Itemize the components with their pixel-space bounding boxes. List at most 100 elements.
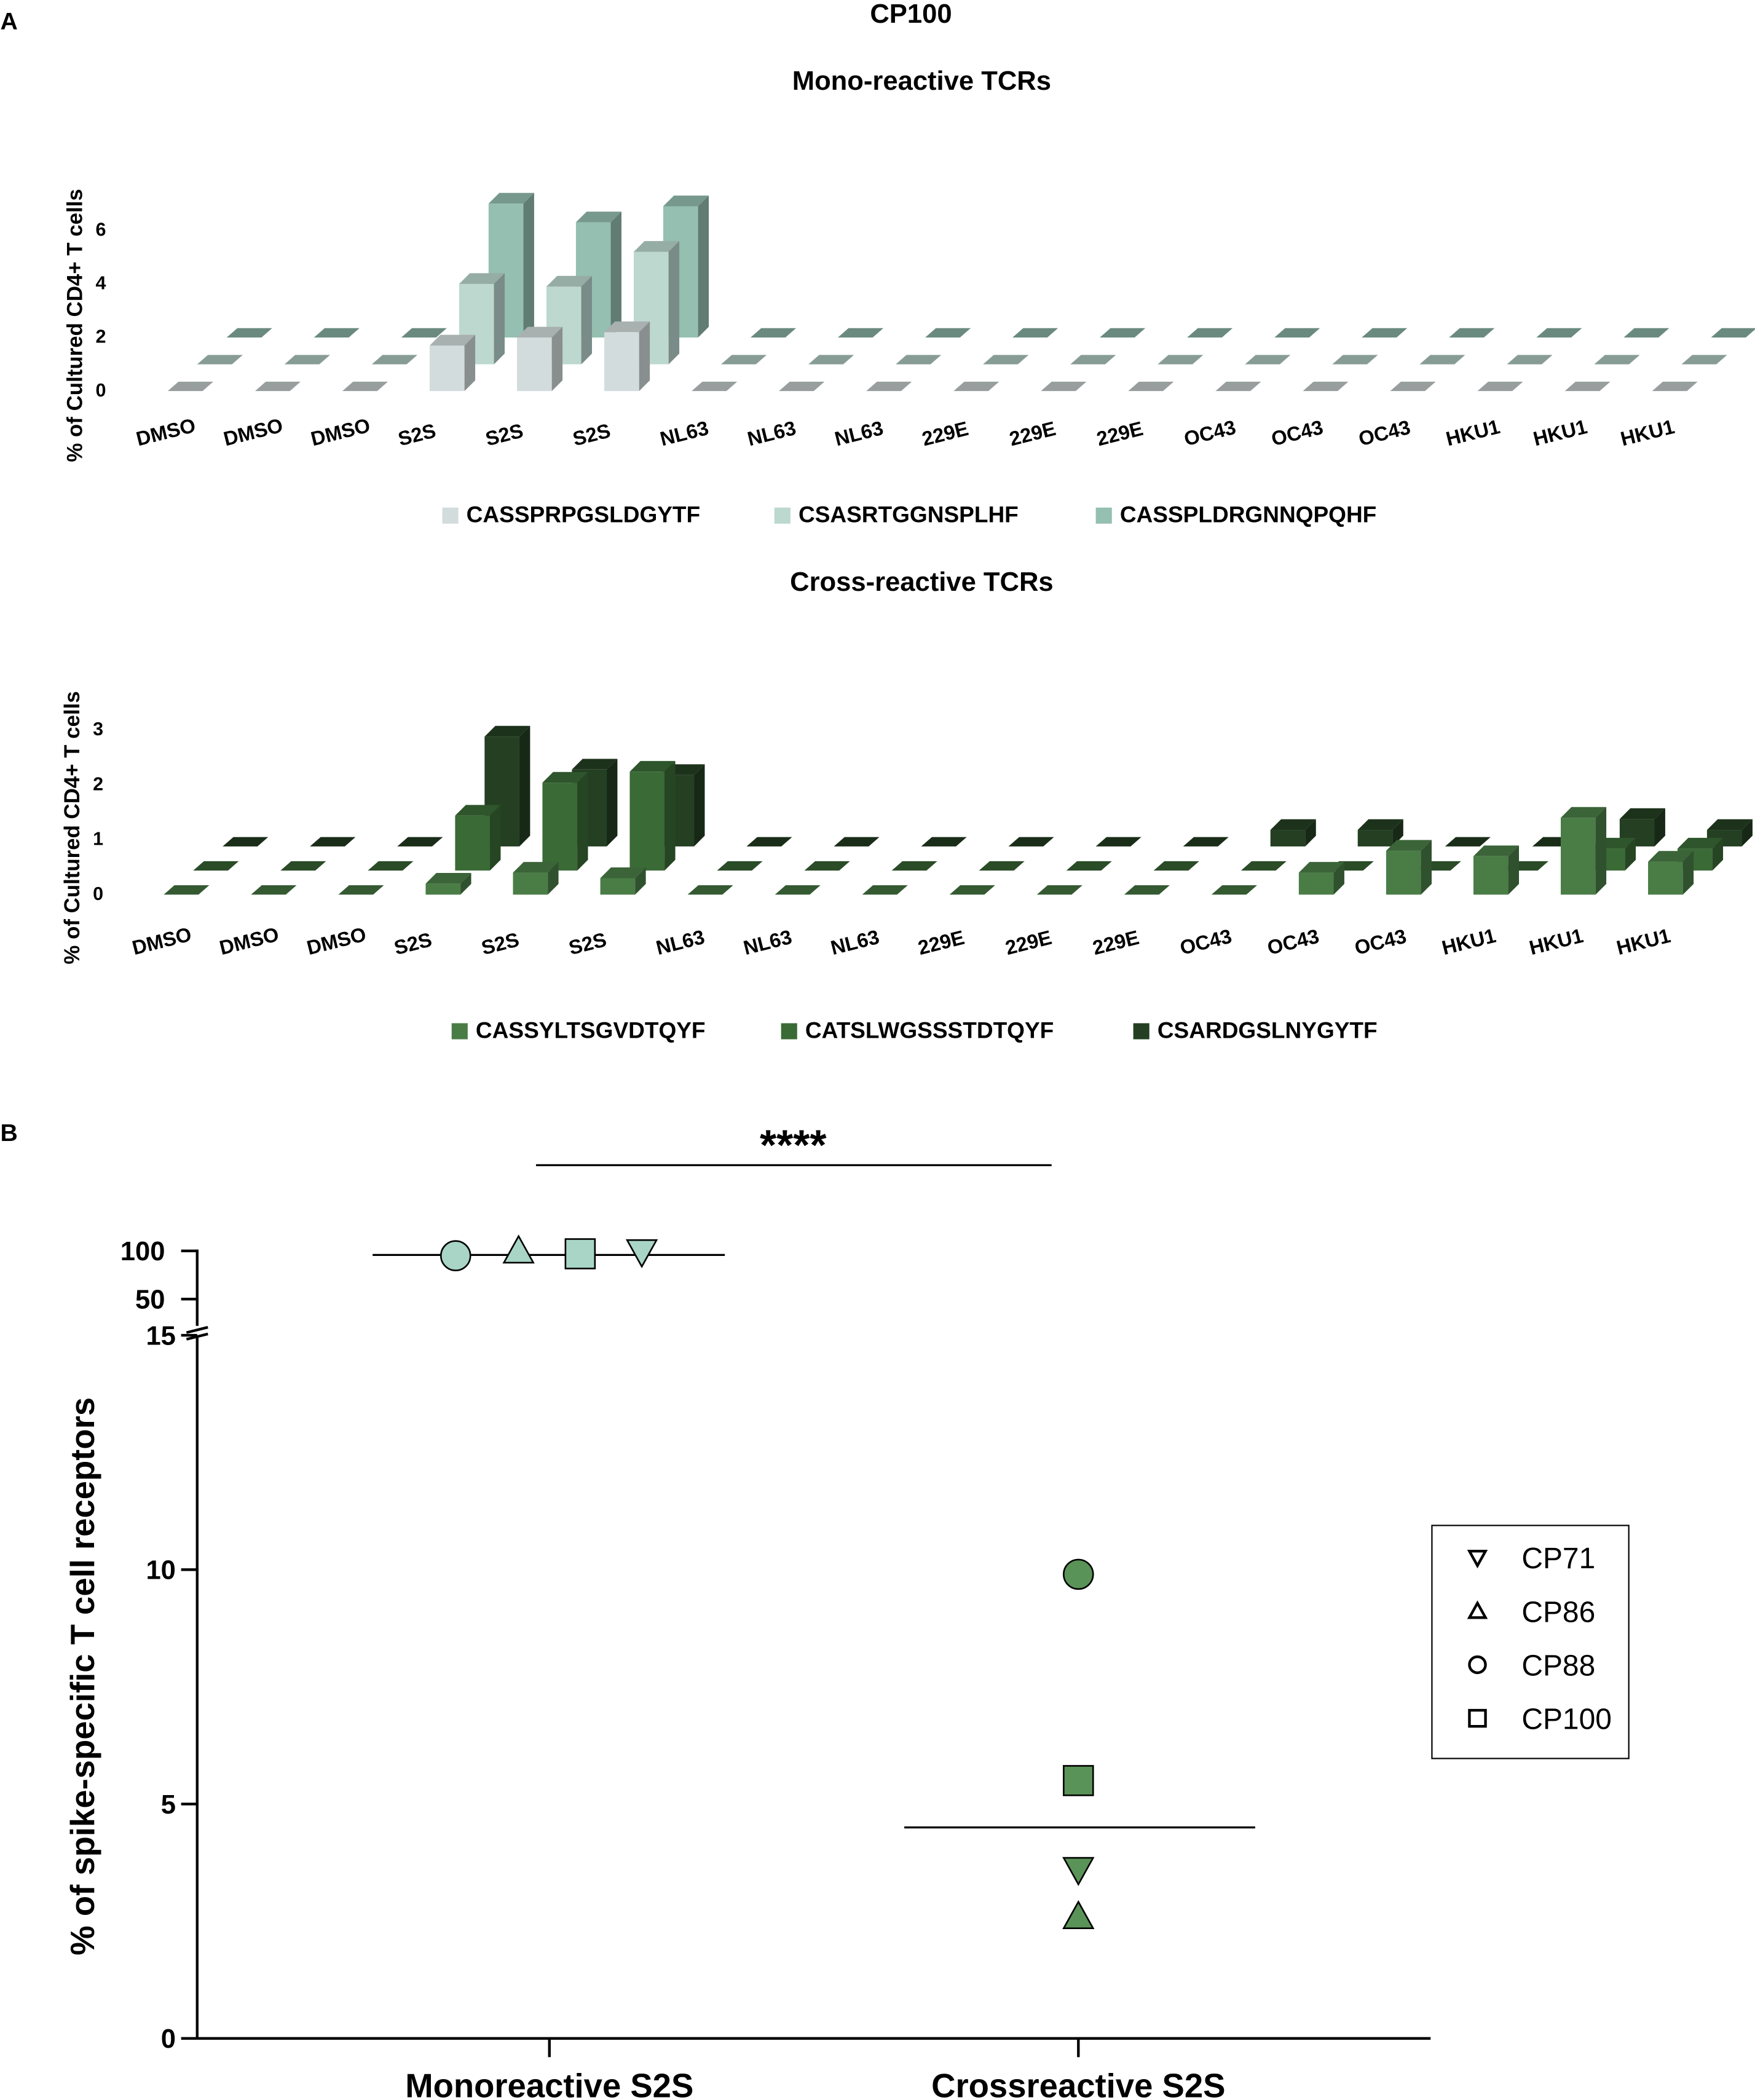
legend-label: CP71 xyxy=(1521,1542,1595,1575)
bar-top xyxy=(1298,862,1344,873)
bar-flat xyxy=(896,355,942,365)
x-tick-label: DMSO xyxy=(309,414,373,451)
bar-front xyxy=(429,345,465,392)
bar-flat xyxy=(1066,861,1112,871)
bar-flat xyxy=(862,885,908,895)
bar-flat xyxy=(1652,381,1698,392)
bar-0-0-2 xyxy=(342,381,388,392)
bar-1-1-5 xyxy=(629,760,676,871)
bar-0-0-1 xyxy=(254,381,301,392)
x-tick-label: S2S xyxy=(483,419,526,450)
legend-label: CSASRTGGNSPLHF xyxy=(799,502,1019,527)
point-cross-CP71 xyxy=(1062,1857,1095,1886)
significance-label: **** xyxy=(760,1121,827,1169)
bar-flat xyxy=(746,837,792,847)
bar-side xyxy=(694,764,705,847)
bar-0-1-10 xyxy=(1070,355,1116,365)
bar-top xyxy=(572,759,618,770)
legend-marker xyxy=(1468,1708,1487,1728)
bar-side xyxy=(581,275,593,365)
bar-side xyxy=(668,241,680,365)
y-tick-label: 0 xyxy=(161,2024,176,2054)
bar-flat xyxy=(1564,381,1611,392)
bar-flat xyxy=(1128,381,1174,392)
x-tick-label: Monoreactive S2S xyxy=(405,2067,693,2100)
bar-top xyxy=(1270,819,1316,831)
bar-1-2-3 xyxy=(484,725,530,847)
bar-1-1-0 xyxy=(193,861,239,871)
bar-1-0-7 xyxy=(775,885,821,895)
bar-flat xyxy=(1215,381,1261,392)
bar-top xyxy=(1473,845,1520,856)
bar-top xyxy=(1357,819,1403,831)
point-mono-CP100 xyxy=(564,1238,596,1269)
bar-1-2-8 xyxy=(921,837,967,847)
bar-front xyxy=(425,883,461,895)
bar-1-2-10 xyxy=(1095,837,1142,847)
bar-side xyxy=(494,273,505,365)
bar-side xyxy=(665,760,676,871)
bar-0-1-5 xyxy=(634,241,680,365)
bar-1-1-2 xyxy=(368,861,414,871)
bar-0-0-15 xyxy=(1477,381,1523,392)
bar-1-2-16 xyxy=(1619,808,1665,847)
bar-side xyxy=(1508,845,1520,895)
y-axis-label: % of spike-specific T cell receptors xyxy=(64,1397,101,1956)
x-tick-label: 229E xyxy=(920,417,971,450)
bar-flat xyxy=(921,837,967,847)
x-tick-label: Crossreactive S2S xyxy=(931,2067,1225,2100)
x-tick-label: S2S xyxy=(396,419,438,450)
bar-flat xyxy=(1095,837,1142,847)
bar-flat xyxy=(1419,355,1465,365)
bar-side xyxy=(523,192,534,338)
bar-0-0-5 xyxy=(604,321,650,392)
bar-flat xyxy=(1183,837,1229,847)
point-mono-CP86 xyxy=(502,1234,535,1264)
bar-flat xyxy=(1507,355,1553,365)
x-tick-label: DMSO xyxy=(304,923,368,960)
bar-side xyxy=(1741,819,1753,847)
bar-top xyxy=(1561,807,1607,818)
bar-side xyxy=(1392,819,1403,847)
bar-top xyxy=(484,725,530,737)
bar-flat xyxy=(808,355,854,365)
y-tick-label: 4 xyxy=(95,273,106,294)
bar-front xyxy=(1386,850,1421,895)
y-tick-label: 2 xyxy=(95,326,106,347)
bar-flat xyxy=(949,885,995,895)
bar-flat xyxy=(397,837,443,847)
bar-0-1-13 xyxy=(1332,355,1378,365)
point-cross-CP86 xyxy=(1062,1900,1095,1930)
x-tick-label: 229E xyxy=(1007,417,1058,450)
bar-flat xyxy=(1274,328,1320,338)
bar-flat xyxy=(1008,837,1054,847)
legend-label: CATSLWGSSSTDTQYF xyxy=(805,1017,1054,1043)
bar-front xyxy=(542,783,578,871)
x-tick-label: 229E xyxy=(1094,417,1145,450)
bar-flat xyxy=(1362,328,1408,338)
bar-flat xyxy=(223,837,269,847)
bar-1-1-9 xyxy=(979,861,1025,871)
bar-front xyxy=(1270,830,1306,847)
bar-flat xyxy=(1681,355,1727,365)
bar-0-2-16 xyxy=(1623,328,1670,338)
x-tick-label: OC43 xyxy=(1265,925,1322,960)
bar-0-1-2 xyxy=(371,355,417,365)
y-tick-label: 15 xyxy=(146,1321,175,1351)
legend-label: CP86 xyxy=(1521,1596,1595,1628)
bar-1-2-1 xyxy=(310,837,356,847)
legend-marker xyxy=(1468,1655,1487,1675)
point-mono-CP71 xyxy=(625,1239,658,1269)
legend-label: CASSPLDRGNNQPQHF xyxy=(1120,502,1376,527)
bar-1-0-17 xyxy=(1648,851,1694,895)
bar-top xyxy=(1648,851,1694,862)
bar-1-2-0 xyxy=(223,837,269,847)
bar-1-2-13 xyxy=(1357,819,1403,847)
bar-flat xyxy=(750,328,797,338)
bar-1-1-12 xyxy=(1240,861,1287,871)
bar-1-0-10 xyxy=(1036,885,1083,895)
bar-front xyxy=(1561,818,1596,895)
bar-1-1-1 xyxy=(280,861,326,871)
bar-0-0-3 xyxy=(429,334,476,392)
bar-flat xyxy=(314,328,360,338)
